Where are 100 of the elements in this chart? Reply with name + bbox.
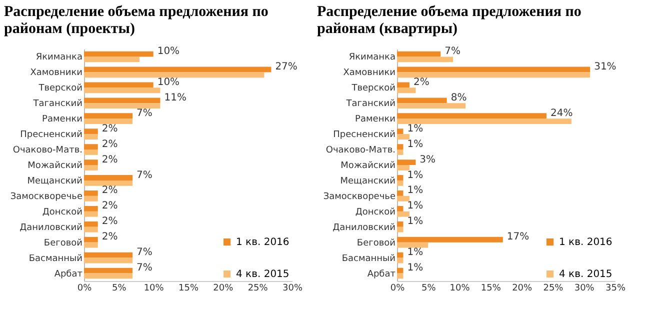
bar: [84, 160, 98, 165]
y-tick-label: Замоскворечье: [323, 192, 396, 202]
x-tick-label: 10%: [450, 284, 470, 294]
bar: [397, 175, 404, 180]
bar: [84, 258, 133, 264]
bar: [397, 160, 416, 165]
bar: [397, 134, 410, 140]
y-tick-label: Тверской: [350, 84, 396, 94]
y-tick-label: Замоскворечье: [10, 192, 83, 202]
bar: [397, 98, 447, 104]
bar: [397, 82, 410, 88]
x-tick-label: 30%: [282, 284, 303, 294]
data-label: 7%: [444, 46, 460, 58]
y-tick-label: Таганский: [345, 99, 396, 110]
data-label: 8%: [450, 92, 467, 104]
y-tick-label: Очаково-Матв.: [326, 146, 396, 156]
bar: [84, 118, 133, 124]
y-tick-label: Очаково-Матв.: [12, 146, 82, 156]
x-tick-label: 35%: [605, 284, 626, 294]
bar: [84, 134, 98, 140]
bar: [397, 103, 466, 109]
bar: [397, 190, 404, 196]
data-label: 1%: [407, 123, 424, 134]
x-tick-label: 15%: [178, 284, 199, 294]
y-tick-label: Хамовники: [343, 68, 396, 78]
bar: [84, 242, 98, 248]
x-tick-label: 5%: [112, 284, 127, 294]
bar: [84, 51, 154, 57]
bar: [84, 196, 98, 202]
x-tick-label: 5%: [422, 284, 436, 294]
data-label: 2%: [102, 200, 118, 212]
data-label: 2%: [413, 76, 430, 88]
bar: [397, 268, 404, 274]
y-tick-label: Хамовники: [30, 68, 83, 78]
y-tick-label: Арбат: [54, 269, 82, 280]
bar: [397, 211, 410, 217]
y-tick-label: Басманный: [28, 254, 83, 264]
data-label: 7%: [136, 170, 152, 181]
x-tick-label: 20%: [512, 284, 533, 294]
bar: [397, 242, 428, 248]
bar: [397, 88, 416, 94]
y-tick-label: Таганский: [32, 99, 83, 110]
bar: [84, 88, 160, 94]
y-tick-label: Раменки: [355, 114, 396, 125]
data-label: 24%: [550, 108, 573, 119]
bar: [397, 226, 404, 232]
data-label: 7%: [136, 262, 152, 274]
x-tick-label: 15%: [480, 284, 502, 294]
y-tick-label: Беговой: [44, 238, 83, 248]
bar: [397, 113, 546, 119]
y-tick-label: Мещанский: [340, 176, 396, 186]
data-label: 2%: [102, 232, 118, 243]
data-label: 17%: [506, 232, 530, 243]
data-label: 1%: [407, 216, 424, 228]
y-tick-label: Даниловский: [20, 222, 83, 233]
bar: [397, 56, 454, 62]
bar: [84, 103, 160, 109]
bar: [84, 128, 98, 134]
legend-label: 4 кв. 2015: [559, 269, 612, 280]
bar: [397, 72, 590, 78]
y-tick-label: Раменки: [42, 114, 83, 125]
bar: [397, 165, 410, 170]
x-tick-label: 20%: [213, 284, 234, 294]
chart-title: Распределение объема предложения по районам (проекты): [4, 4, 268, 38]
data-label: 1%: [407, 262, 424, 274]
bar: [84, 211, 98, 217]
bar: [84, 98, 160, 104]
bar: [84, 82, 154, 88]
y-tick-label: Даниловский: [332, 222, 396, 233]
bar: [84, 236, 98, 242]
legend-label: 1 кв. 2016: [236, 237, 290, 248]
data-label: 1%: [407, 185, 424, 196]
bar: [84, 206, 98, 212]
x-tick-label: 25%: [248, 284, 268, 294]
bar: [397, 221, 404, 227]
data-label: 10%: [157, 76, 180, 88]
y-tick-label: Арбат: [367, 269, 396, 280]
legend-label: 4 кв. 2015: [236, 269, 290, 280]
data-label: 11%: [164, 92, 186, 104]
data-label: 1%: [407, 170, 424, 181]
chart-title: Распределение объема предложения по районам (квартиры): [317, 4, 582, 38]
data-label: 27%: [275, 61, 298, 72]
bar: [84, 113, 133, 119]
y-tick-label: Пресненский: [333, 130, 396, 140]
y-tick-label: Донской: [42, 207, 83, 218]
y-tick-label: Пресненский: [20, 130, 83, 140]
y-tick-label: Якиманка: [36, 52, 82, 63]
data-label: 2%: [102, 154, 118, 166]
x-tick-label: 30%: [574, 284, 595, 294]
bar: [84, 252, 133, 258]
bar: [397, 236, 503, 242]
data-label: 7%: [136, 108, 152, 119]
x-tick-label: 25%: [543, 284, 564, 294]
y-tick-label: Беговой: [356, 238, 396, 248]
x-tick-label: 10%: [144, 284, 164, 294]
bar: [397, 196, 410, 202]
x-tick-label: 0%: [77, 284, 92, 294]
x-tick-label: 0%: [390, 284, 406, 294]
bar: [397, 144, 404, 150]
bar: [84, 273, 133, 279]
